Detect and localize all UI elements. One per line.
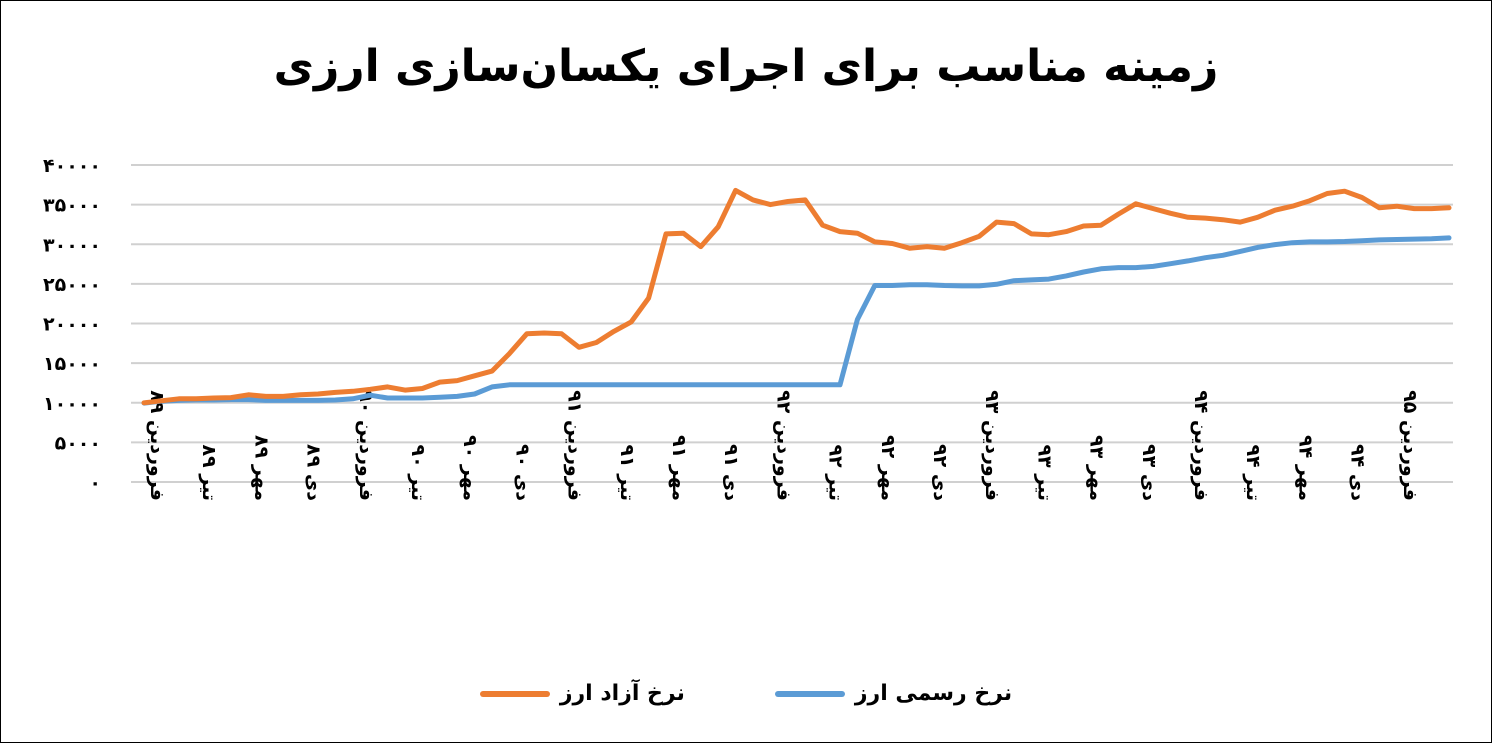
y-tick-label: ۵۰۰۰ — [55, 432, 101, 454]
y-tick-label: ۱۵۰۰۰ — [43, 353, 101, 375]
legend-item-official-rate: نرخ رسمی ارز — [774, 681, 1013, 706]
x-tick-label: فروردین ۹۱ — [564, 390, 586, 501]
x-tick-label: مهر ۹۱ — [668, 435, 690, 501]
legend-label-free-rate: نرخ آزاد ارز — [559, 681, 685, 706]
x-tick-label: فروردین ۹۳ — [981, 390, 1003, 501]
x-tick-label: تیر ۸۹ — [198, 444, 220, 501]
x-tick-label: دی ۹۰ — [511, 444, 533, 501]
legend-swatch-free-rate — [479, 690, 550, 697]
x-tick-label: فروردین ۸۹ — [146, 390, 168, 501]
legend-swatch-official-rate — [774, 690, 845, 697]
y-tick-label: ۲۰۰۰۰ — [43, 314, 101, 336]
legend-item-free-rate: نرخ آزاد ارز — [479, 681, 685, 706]
y-tick-label: ۴۰۰۰۰ — [43, 155, 101, 177]
x-tick-label: مهر ۸۹ — [250, 435, 272, 501]
x-tick-label: دی ۹۲ — [929, 444, 951, 501]
x-tick-label: تیر ۹۱ — [616, 444, 638, 501]
x-tick-label: دی ۹۴ — [1347, 444, 1369, 501]
y-tick-label: ۲۵۰۰۰ — [43, 274, 101, 296]
y-tick-label: ۳۰۰۰۰ — [43, 234, 101, 256]
x-tick-label: دی ۸۹ — [303, 444, 325, 501]
x-tick-label: مهر ۹۰ — [459, 435, 481, 501]
y-tick-label: ۳۵۰۰۰ — [43, 195, 101, 217]
x-tick-label: تیر ۹۲ — [825, 444, 847, 501]
x-tick-label: تیر ۹۳ — [1033, 444, 1055, 501]
x-tick-label: فروردین ۹۵ — [1399, 390, 1421, 501]
x-tick-label: دی ۹۱ — [720, 444, 742, 501]
series-line-official-rate — [141, 235, 1452, 406]
x-tick-label: دی ۹۳ — [1138, 444, 1160, 501]
x-tick-label: مهر ۹۴ — [1294, 435, 1316, 501]
x-tick-label: مهر ۹۲ — [877, 435, 899, 501]
chart-title: زمینه مناسب برای اجرای یکسان‌سازی ارزی — [273, 41, 1219, 92]
x-tick-label: مهر ۹۳ — [1086, 435, 1108, 501]
x-tick-label: فروردین ۹۴ — [1190, 390, 1212, 501]
legend: نرخ رسمی ارز نرخ آزاد ارز — [1, 681, 1491, 706]
x-tick-label: فروردین ۹۲ — [772, 390, 794, 501]
legend-label-official-rate: نرخ رسمی ارز — [854, 681, 1013, 706]
y-tick-label: ۱۰۰۰۰ — [43, 393, 101, 415]
x-tick-label: تیر ۹۰ — [407, 444, 429, 501]
y-tick-label: ۰ — [89, 472, 101, 494]
x-tick-label: تیر ۹۴ — [1242, 444, 1264, 501]
series-line-free-rate — [141, 187, 1452, 406]
x-tick-label: فروردین ۹۰ — [355, 390, 377, 501]
